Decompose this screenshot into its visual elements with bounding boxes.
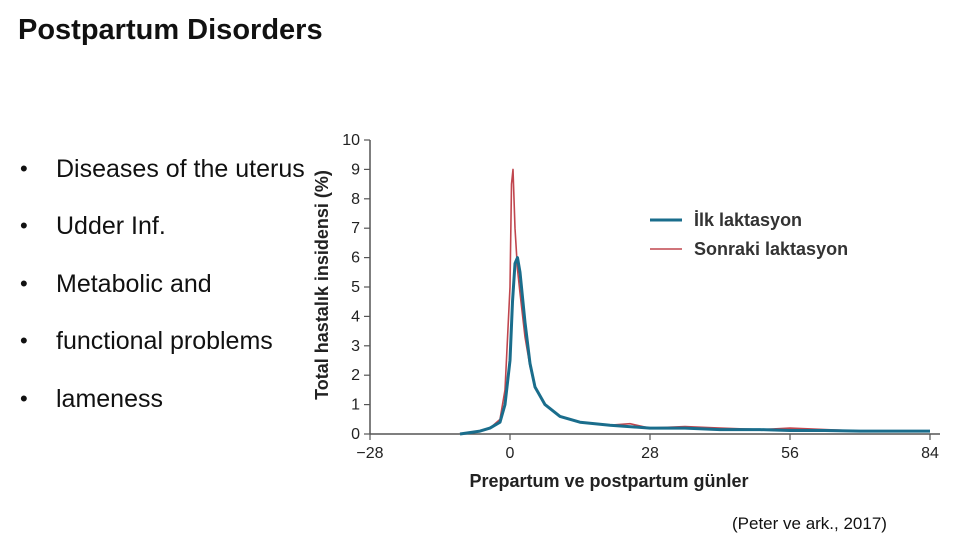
y-tick-label: 10 (342, 132, 360, 149)
bullet-text: functional problems (56, 327, 273, 356)
bullet-text: lameness (56, 384, 163, 413)
y-tick-label: 4 (351, 308, 360, 325)
bullet-text: Diseases of the uterus (56, 154, 305, 183)
slide-title: Postpartum Disorders (18, 14, 323, 46)
citation: (Peter ve ark., 2017) (732, 514, 887, 533)
bullet-item: • Metabolic and (20, 255, 305, 313)
bullet-dot: • (20, 155, 28, 181)
y-tick-label: 8 (351, 191, 360, 208)
y-tick-label: 5 (351, 279, 360, 296)
legend-label: Sonraki laktasyon (694, 239, 848, 259)
chart-legend: İlk laktasyon Sonraki laktasyon (650, 210, 848, 259)
x-tick-label: −28 (356, 445, 383, 462)
y-tick-label: 0 (351, 426, 360, 443)
bullet-text: Udder Inf. (56, 212, 166, 241)
bullet-dot: • (20, 270, 28, 296)
x-tick-label: 0 (506, 445, 515, 462)
legend-label: İlk laktasyon (694, 210, 802, 230)
series-line-1 (459, 256, 930, 436)
bullet-dot: • (20, 385, 28, 411)
bullet-list: • Diseases of the uterus • Udder Inf. • Met… (20, 140, 305, 428)
x-tick-label: 56 (781, 445, 799, 462)
y-tick-label: 2 (351, 367, 360, 384)
y-tick-label: 7 (351, 220, 360, 237)
series-layer (459, 168, 930, 436)
x-axis-label: Prepartum ve postpartum günler (469, 471, 748, 491)
bullet-item: • Diseases of the uterus (20, 140, 305, 198)
x-tick-label: 28 (641, 445, 659, 462)
bullet-item: • functional problems (20, 313, 305, 371)
bullet-dot: • (20, 213, 28, 239)
bullet-item: • Udder Inf. (20, 198, 305, 256)
y-axis-label: Total hastalık insidensi (%) (312, 170, 332, 400)
y-tick-label: 9 (351, 161, 360, 178)
y-tick-label: 3 (351, 338, 360, 355)
x-tick-label: 84 (921, 445, 939, 462)
bullet-text: Metabolic and (56, 269, 212, 298)
incidence-chart: 0 1 2 3 4 5 6 7 8 9 10 −28 0 28 56 84 İlk laktasyon Sonr… (300, 125, 950, 495)
y-tick-label: 6 (351, 250, 360, 267)
bullet-dot: • (20, 328, 28, 354)
y-tick-label: 1 (351, 397, 360, 414)
bullet-item: • lameness (20, 370, 305, 428)
